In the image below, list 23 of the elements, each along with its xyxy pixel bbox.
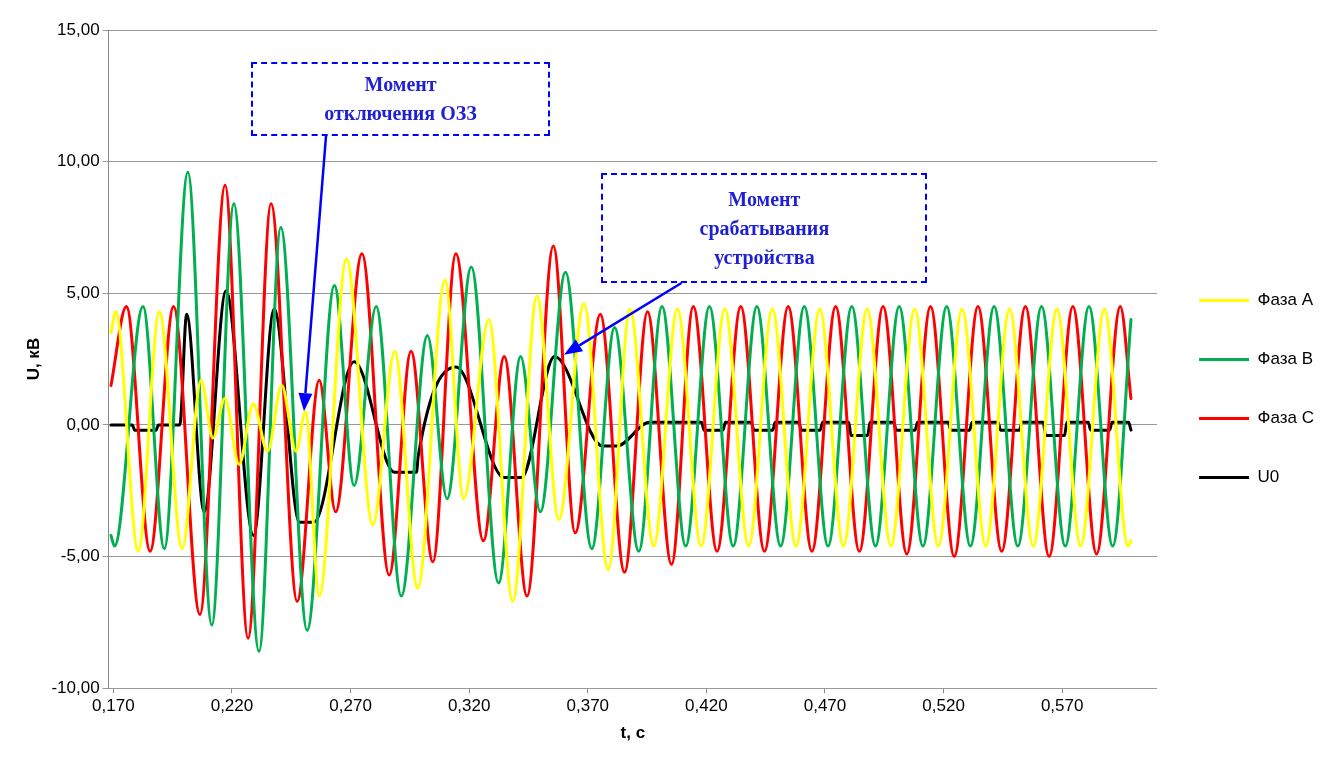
x-tick-label: 0,220 [210, 696, 254, 716]
annotation: Момент отключения ОЗЗ [323, 71, 478, 126]
legend-label: Фаза C [1257, 408, 1314, 428]
y-axis-title: U, кВ [23, 337, 43, 381]
legend-label: Фаза B [1257, 349, 1314, 369]
x-tick-label: 0,570 [1040, 696, 1084, 716]
y-tick-label: 10,00 [57, 151, 100, 171]
x-tick-label: 0,520 [922, 696, 965, 716]
y-tick-label: 0,00 [66, 414, 100, 434]
annotation: Момент срабатывания устройства [698, 186, 831, 271]
y-tick-label: -10,00 [51, 677, 100, 697]
x-tick-label: 0,170 [92, 696, 135, 716]
x-tick-label: 0,470 [803, 696, 847, 716]
legend-label: U0 [1257, 467, 1280, 487]
x-axis-title: t, c [620, 723, 646, 743]
x-tick-label: 0,320 [447, 696, 491, 716]
y-tick-label: 15,00 [57, 19, 100, 39]
y-tick-label: 5,00 [66, 282, 100, 302]
x-tick-label: 0,270 [329, 696, 372, 716]
legend-label: Фаза A [1257, 290, 1314, 310]
x-tick-label: 0,420 [685, 696, 728, 716]
y-tick-label: -5,00 [60, 546, 100, 566]
x-tick-label: 0,370 [566, 696, 610, 716]
